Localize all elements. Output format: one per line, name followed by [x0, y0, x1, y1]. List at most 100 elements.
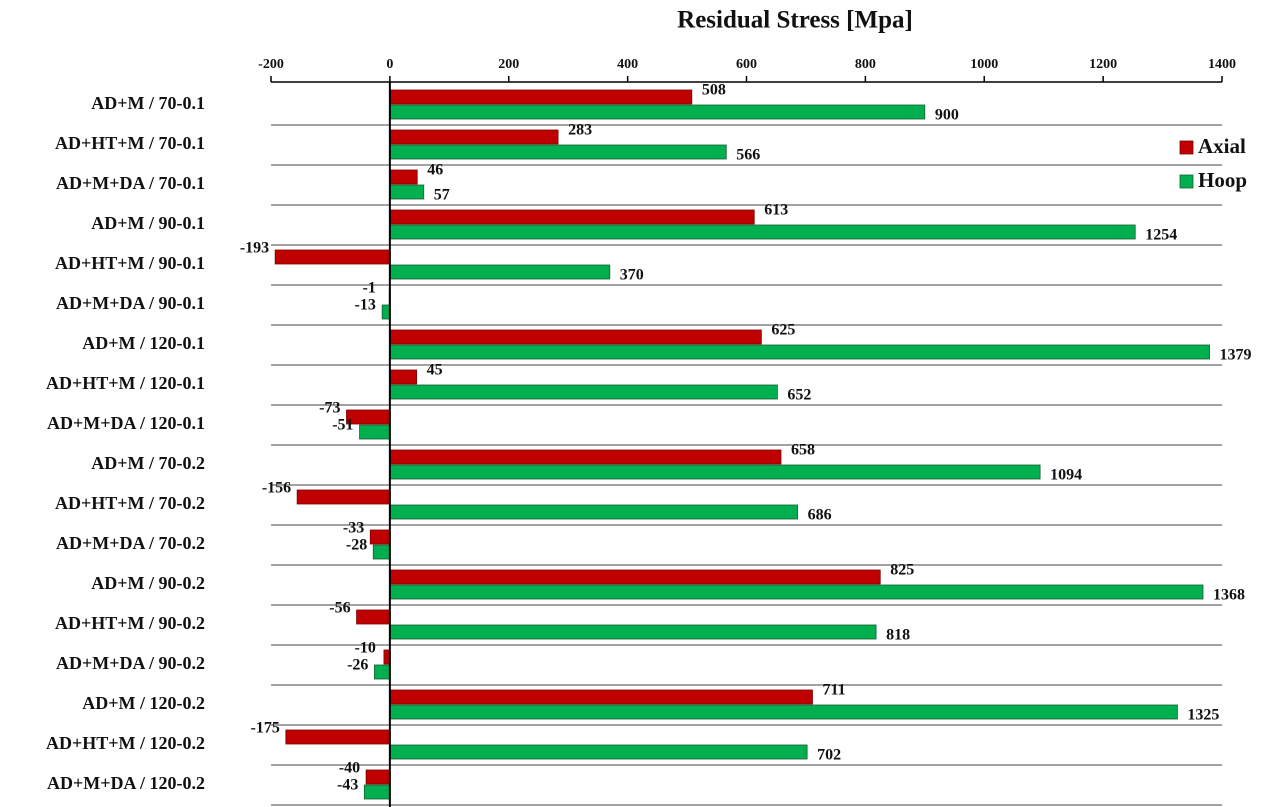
- bar: [389, 449, 782, 465]
- bar: [389, 624, 877, 640]
- bar: [389, 584, 1204, 600]
- category-label: AD+HT+M / 90-0.1: [55, 253, 205, 273]
- bar: [381, 304, 391, 320]
- value-label: 900: [935, 107, 959, 124]
- x-tick-label: 800: [855, 57, 876, 72]
- value-label: 625: [771, 322, 795, 339]
- bar: [389, 169, 418, 185]
- bar: [389, 129, 559, 145]
- category-label: AD+HT+M / 70-0.2: [55, 493, 205, 513]
- value-label: -28: [346, 537, 367, 554]
- value-label: -43: [337, 777, 358, 794]
- bar: [359, 424, 391, 440]
- bar: [389, 369, 418, 385]
- value-label: -13: [355, 297, 376, 314]
- bar: [285, 729, 391, 745]
- bar: [389, 384, 778, 400]
- category-label: AD+M+DA / 120-0.2: [47, 773, 205, 793]
- value-label: 652: [787, 387, 811, 404]
- value-label: -175: [251, 720, 280, 737]
- category-label: AD+M / 120-0.2: [82, 693, 205, 713]
- value-label: 1379: [1220, 347, 1252, 364]
- category-label: AD+M / 90-0.2: [91, 573, 205, 593]
- bar: [389, 264, 611, 280]
- category-label: AD+M+DA / 90-0.1: [56, 293, 205, 313]
- value-label: -193: [240, 240, 269, 257]
- bar: [389, 104, 926, 120]
- value-label: -156: [262, 480, 291, 497]
- value-label: 702: [817, 747, 841, 764]
- bar: [374, 664, 391, 680]
- bar: [389, 704, 1178, 720]
- value-label: -1: [363, 280, 376, 297]
- category-label: AD+M+DA / 70-0.1: [56, 173, 205, 193]
- value-label: 45: [427, 362, 443, 379]
- legend-label: Hoop: [1198, 168, 1247, 192]
- value-label: 825: [890, 562, 914, 579]
- value-label: 818: [886, 627, 910, 644]
- bar: [389, 144, 727, 160]
- x-tick-label: 1000: [970, 57, 998, 72]
- bar: [389, 89, 693, 105]
- value-label: 46: [427, 162, 443, 179]
- value-label: -51: [332, 417, 353, 434]
- bar: [389, 569, 881, 585]
- category-label: AD+M / 70-0.1: [91, 93, 205, 113]
- bar: [389, 344, 1210, 360]
- bar: [389, 329, 762, 345]
- bar: [389, 744, 808, 760]
- value-label: 613: [764, 202, 788, 219]
- value-label: 1325: [1187, 707, 1219, 724]
- bar: [389, 464, 1041, 480]
- value-label: 658: [791, 442, 815, 459]
- category-label: AD+HT+M / 90-0.2: [55, 613, 205, 633]
- category-label: AD+M / 90-0.1: [91, 213, 205, 233]
- x-tick-label: 1200: [1089, 57, 1117, 72]
- value-label: -40: [339, 760, 360, 777]
- value-label: 57: [434, 187, 450, 204]
- x-tick-label: 0: [386, 57, 393, 72]
- bar: [389, 224, 1136, 240]
- value-label: 711: [822, 682, 845, 699]
- category-label: AD+M / 70-0.2: [91, 453, 205, 473]
- value-label: -10: [355, 640, 376, 657]
- legend-swatch: [1179, 140, 1194, 155]
- value-label: -56: [329, 600, 350, 617]
- category-label: AD+HT+M / 120-0.2: [46, 733, 205, 753]
- bar: [369, 529, 391, 545]
- bar: [389, 209, 755, 225]
- value-label: -33: [343, 520, 364, 537]
- x-tick-label: 400: [617, 57, 638, 72]
- bar: [356, 609, 391, 625]
- value-label: 370: [620, 267, 644, 284]
- value-label: 1094: [1050, 467, 1082, 484]
- value-label: 566: [736, 147, 760, 164]
- value-label: 508: [702, 82, 726, 99]
- bar: [365, 769, 391, 785]
- category-label: AD+M+DA / 70-0.2: [56, 533, 205, 553]
- category-label: AD+M+DA / 120-0.1: [47, 413, 205, 433]
- bar: [389, 504, 799, 520]
- bar: [389, 689, 813, 705]
- value-label: 1368: [1213, 587, 1245, 604]
- value-label: -73: [319, 400, 340, 417]
- bar: [372, 544, 391, 560]
- x-tick-label: 1400: [1208, 57, 1236, 72]
- legend-swatch: [1179, 174, 1194, 189]
- category-label: AD+HT+M / 120-0.1: [46, 373, 205, 393]
- x-tick-label: -200: [258, 57, 284, 72]
- x-tick-label: 200: [498, 57, 519, 72]
- value-label: 686: [808, 507, 832, 524]
- category-label: AD+HT+M / 70-0.1: [55, 133, 205, 153]
- bar: [296, 489, 391, 505]
- category-label: AD+M+DA / 90-0.2: [56, 653, 205, 673]
- legend-label: Axial: [1198, 134, 1246, 158]
- category-label: AD+M / 120-0.1: [82, 333, 205, 353]
- chart-title: Residual Stress [Mpa]: [677, 7, 913, 34]
- bar: [363, 784, 391, 800]
- bar: [274, 249, 391, 265]
- value-label: 283: [568, 122, 592, 139]
- bar: [389, 184, 425, 200]
- x-tick-label: 600: [736, 57, 757, 72]
